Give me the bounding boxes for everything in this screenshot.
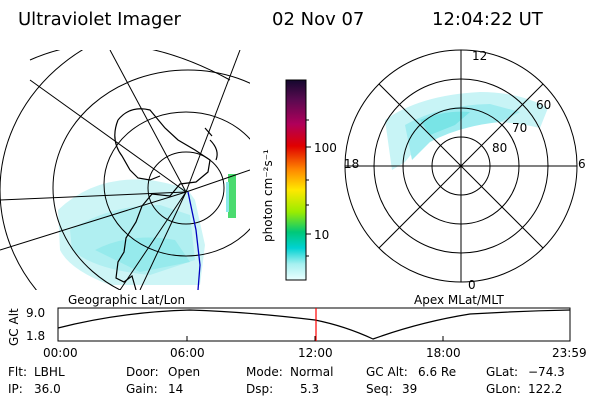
mlt-label-0: 0	[468, 278, 476, 292]
dsp-value: 5.3	[300, 382, 320, 396]
timeline-tick-1: 06:00	[170, 346, 205, 360]
polar-grid	[344, 49, 578, 283]
instrument-title: Ultraviolet Imager	[18, 9, 181, 30]
glon-label: GLon:	[486, 382, 521, 396]
dsp-label: Dsp:	[246, 382, 274, 396]
ip-value: 36.0	[34, 382, 61, 396]
door-value: Open	[168, 365, 201, 379]
aurora-oval-polar	[385, 92, 548, 170]
coastline	[114, 108, 218, 290]
mlt-label-12: 12	[472, 49, 488, 63]
date-label: 02 Nov 07	[272, 9, 365, 30]
polar-label: Apex MLat/MLT	[414, 293, 504, 307]
mlt-label-18: 18	[344, 157, 360, 171]
door-label: Door:	[126, 365, 159, 379]
timeline-axis-label: GC Alt	[7, 308, 21, 346]
gcalt-value: 6.6 Re	[418, 365, 457, 379]
altitude-curve	[57, 309, 571, 340]
colorbar-tick-100: 100	[314, 141, 337, 155]
glat-value: −74.3	[528, 365, 565, 379]
mlat-label-70: 70	[512, 121, 528, 135]
aurora-green-arc	[228, 174, 236, 218]
glat-label: GLat:	[486, 365, 519, 379]
mlt-label-6: 6	[578, 157, 586, 171]
lat-lon-grid	[0, 50, 250, 290]
flt-label: Flt:	[8, 365, 27, 379]
gain-value: 14	[168, 382, 184, 396]
seq-label: Seq:	[366, 382, 393, 396]
timeline-ymin: 1.8	[26, 329, 46, 343]
geographic-label: Geographic Lat/Lon	[68, 293, 186, 307]
mode-value: Normal	[290, 365, 334, 379]
ip-label: IP:	[8, 382, 23, 396]
flt-value: LBHL	[34, 365, 65, 379]
timeline-tick-0: 00:00	[43, 346, 78, 360]
timeline-tick-2: 12:00	[298, 346, 333, 360]
seq-value: 39	[402, 382, 418, 396]
mlat-label-60: 60	[536, 98, 552, 112]
gain-label: Gain:	[126, 382, 158, 396]
glon-value: 122.2	[528, 382, 563, 396]
gcalt-label: GC Alt:	[366, 365, 408, 379]
time-label: 12:04:22 UT	[432, 9, 543, 30]
mlat-label-80: 80	[492, 141, 508, 155]
colorbar-tick-10: 10	[314, 228, 330, 242]
timeline-tick-3: 18:00	[426, 346, 461, 360]
aurora-haze-geo	[58, 174, 236, 285]
timeline-ymax: 9.0	[26, 306, 46, 320]
mode-label: Mode:	[246, 365, 283, 379]
satellite-track	[187, 191, 201, 290]
timeline-tick-4: 23:59	[552, 346, 587, 360]
